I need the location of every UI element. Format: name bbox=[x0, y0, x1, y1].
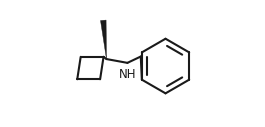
Text: NH: NH bbox=[119, 68, 136, 81]
Polygon shape bbox=[100, 20, 107, 59]
